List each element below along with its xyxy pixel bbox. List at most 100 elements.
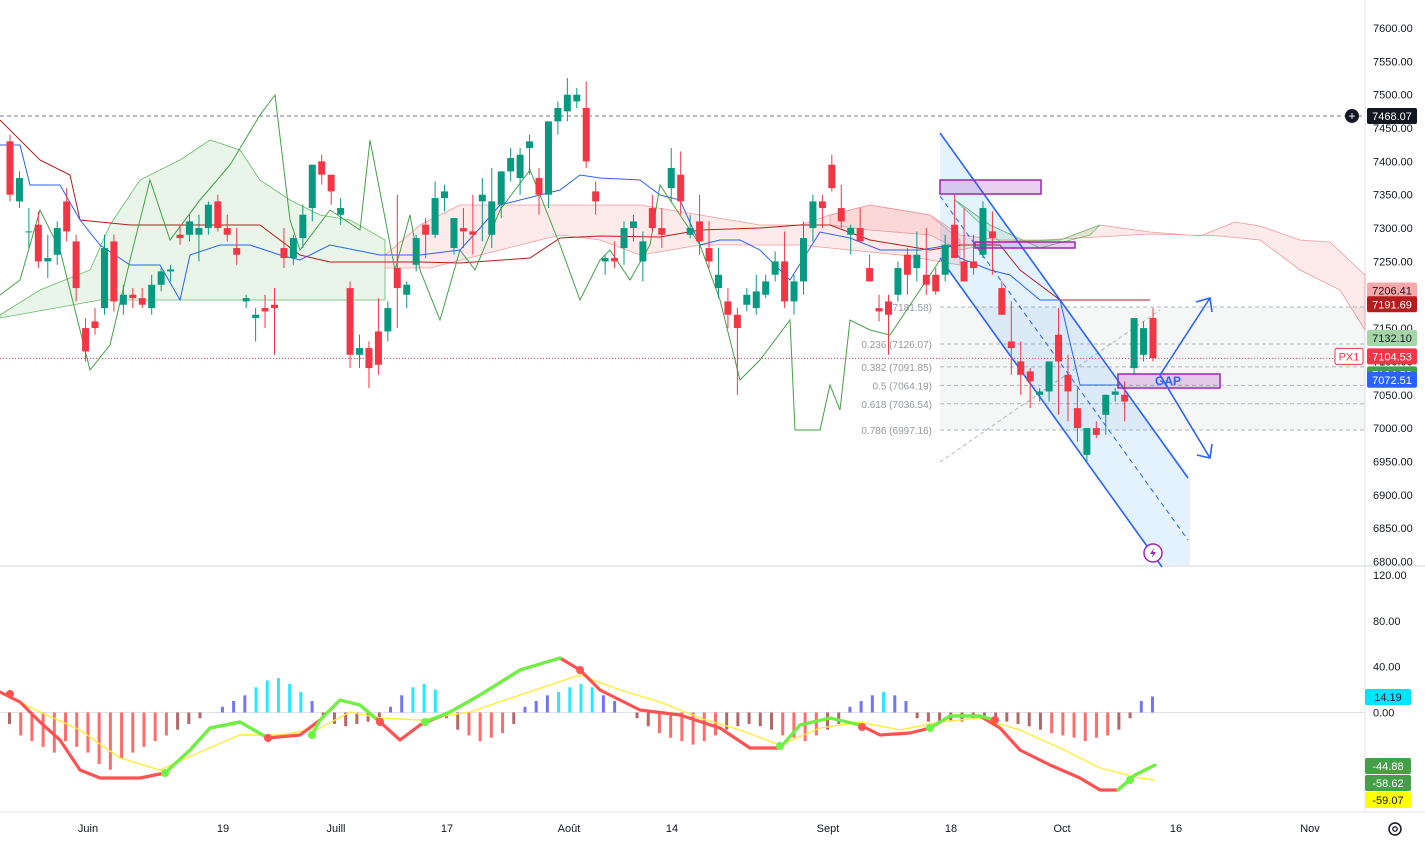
candle-body: [261, 308, 269, 312]
price-tick-label: 7550.00: [1373, 56, 1413, 68]
candle-body: [648, 208, 656, 229]
osc-histogram-bar: [747, 712, 751, 724]
candle-body: [516, 154, 524, 179]
candle-body: [913, 254, 921, 269]
time-tick-label: 16: [1170, 823, 1182, 835]
osc-histogram-bar: [725, 712, 729, 730]
osc-histogram-bar: [1072, 712, 1076, 738]
osc-histogram-bar: [52, 712, 56, 753]
candle-body: [72, 241, 80, 289]
osc-histogram-bar: [64, 712, 68, 742]
candle-body: [129, 294, 137, 299]
candle-body: [374, 331, 382, 365]
osc-tick-label: 120.00: [1373, 570, 1407, 582]
osc-histogram-bar: [265, 680, 269, 713]
osc-histogram-bar: [893, 695, 897, 713]
add-alert-icon[interactable]: [1345, 108, 1359, 123]
osc-histogram-bar: [243, 695, 247, 713]
price-tick-label: 7500.00: [1373, 90, 1413, 102]
candle-body: [459, 228, 467, 232]
price-tick-label: 7400.00: [1373, 156, 1413, 168]
price-axis[interactable]: 7600.00 7550.00 7500.00 7450.00 7400.00 7350.…: [1373, 23, 1413, 720]
price-tick-label: 7250.00: [1373, 256, 1413, 268]
candle-body: [299, 214, 307, 239]
candle-body: [1007, 341, 1015, 349]
drawings[interactable]: GAP: [939, 179, 1221, 459]
price-tick-label: 6950.00: [1373, 456, 1413, 468]
price-label-bg: [1367, 282, 1417, 299]
candle-body: [885, 301, 893, 315]
price-label-text: 7132.10: [1372, 333, 1412, 345]
osc-histogram-bar: [8, 712, 11, 724]
candle-body: [960, 261, 968, 282]
arrow-up-head: [1195, 296, 1213, 313]
channel-lower-line: [939, 257, 1163, 568]
osc-label-bg: [1365, 758, 1411, 774]
osc-histogram-bar: [702, 712, 706, 742]
channel-mid-line: [939, 195, 1189, 541]
zone-box-2[interactable]: [974, 241, 1076, 249]
osc-histogram-bar: [1128, 712, 1132, 719]
supply-zone-box[interactable]: [939, 179, 1042, 195]
candle-body: [403, 284, 411, 295]
candle-body: [412, 238, 420, 265]
candle-body: [714, 274, 722, 289]
gear-icon[interactable]: [1388, 822, 1402, 836]
osc-main-line-bull: [310, 698, 377, 737]
osc-histogram-bar: [310, 701, 314, 713]
candle-body: [270, 304, 278, 309]
candle-body: [185, 221, 193, 235]
osc-histogram-bar: [781, 712, 785, 736]
osc-histogram-bar: [680, 712, 684, 742]
osc-histogram-bar: [1050, 712, 1054, 734]
candle-body: [497, 171, 505, 205]
candle-body: [828, 164, 836, 189]
candle-body: [63, 201, 71, 232]
add-alert-plus: +: [1348, 109, 1355, 123]
arrow-up-line: [1159, 297, 1211, 376]
candle-body: [25, 231, 33, 233]
candle-body: [242, 298, 250, 302]
osc-histogram-bar: [613, 701, 617, 713]
fib-level-label: 0.786 (6997.16): [861, 426, 932, 437]
osc-histogram-bar: [557, 691, 561, 713]
osc-histogram-bar: [164, 712, 168, 736]
time-tick-label: Nov: [1300, 823, 1320, 835]
candle-body: [686, 228, 694, 235]
osc-histogram-bar: [814, 712, 818, 736]
osc-cross-dot: [1126, 776, 1134, 784]
price-labels: 7468.07 +7206.41 7191.69 7132.10 7104.53 PX1 7…: [1334, 107, 1417, 808]
osc-histogram-bar: [792, 712, 796, 738]
price-tick-label: 6850.00: [1373, 523, 1413, 535]
price-tick-label: 6900.00: [1373, 490, 1413, 502]
time-tick-label: Août: [558, 823, 581, 835]
osc-cross-dot: [264, 734, 272, 742]
gap-box[interactable]: [1117, 373, 1221, 389]
osc-histogram-bar: [1083, 712, 1087, 742]
candle-body: [809, 201, 817, 229]
candle-body: [601, 258, 609, 262]
osc-histogram-bar: [1139, 701, 1143, 713]
candle-body: [771, 261, 779, 275]
time-tick-label: Oct: [1053, 823, 1070, 835]
time-axis[interactable]: Juin 19 Juill 17 Août 14 Sept 18 Oct 16 Nov: [78, 823, 1320, 835]
osc-histogram-bar: [826, 712, 830, 730]
candle-body: [6, 141, 14, 195]
time-tick-label: 18: [945, 823, 957, 835]
time-tick-label: Juill: [327, 823, 346, 835]
osc-histogram-bar: [691, 712, 695, 745]
candle-body: [318, 161, 326, 175]
candle-body: [223, 228, 231, 235]
candle-body: [658, 228, 666, 235]
osc-tick-label: 80.00: [1373, 616, 1401, 628]
lightning-icon[interactable]: [1143, 543, 1163, 563]
osc-label-text: -59.07: [1372, 795, 1403, 807]
osc-histogram-bar: [108, 712, 112, 770]
candle-body: [82, 328, 90, 352]
osc-histogram-bar: [568, 687, 572, 713]
candle-body: [422, 224, 430, 235]
osc-histogram-bar: [232, 701, 236, 713]
candle-body: [1073, 408, 1081, 429]
